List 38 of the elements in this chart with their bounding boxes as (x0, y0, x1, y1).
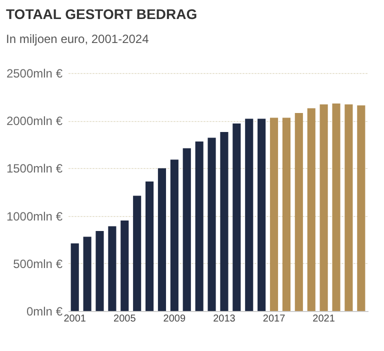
bar (208, 138, 216, 311)
y-tick-label: 500mln € (13, 256, 63, 271)
bar (332, 103, 340, 311)
bar (232, 123, 241, 311)
bar (195, 142, 204, 311)
bar (307, 108, 316, 311)
y-tick-label: 1500mln € (6, 162, 63, 176)
bar (245, 118, 254, 311)
x-tick-label: 2021 (312, 314, 336, 324)
bar (320, 104, 328, 311)
x-tick-label: 2001 (64, 314, 86, 324)
y-tick-label: 2500mln € (6, 66, 63, 80)
y-tick-label: 2000mln € (6, 114, 63, 128)
bar (357, 105, 366, 311)
bar (282, 118, 290, 311)
x-tick-label: 2005 (114, 314, 136, 324)
x-tick-label: 2009 (163, 314, 186, 324)
y-tick-label: 0mln € (26, 304, 63, 318)
bar (146, 182, 154, 311)
bar (344, 104, 353, 311)
bar (96, 231, 104, 311)
bar (294, 112, 303, 311)
bar (108, 226, 116, 311)
bar (70, 243, 79, 311)
bar (170, 160, 178, 311)
bar (258, 118, 266, 311)
chart-subtitle: In miljoen euro, 2001-2024 (6, 32, 150, 46)
x-tick-label: 2013 (213, 314, 236, 324)
bar (120, 220, 129, 311)
bar (133, 196, 142, 311)
bar (182, 148, 191, 311)
chart-title: TOTAAL GESTORT BEDRAG (6, 6, 198, 22)
bar (158, 168, 166, 311)
x-tick-label: 2017 (262, 314, 286, 324)
bar (220, 132, 228, 311)
bar (270, 118, 278, 311)
bar (83, 236, 92, 311)
y-tick-label: 1000mln € (6, 209, 63, 224)
